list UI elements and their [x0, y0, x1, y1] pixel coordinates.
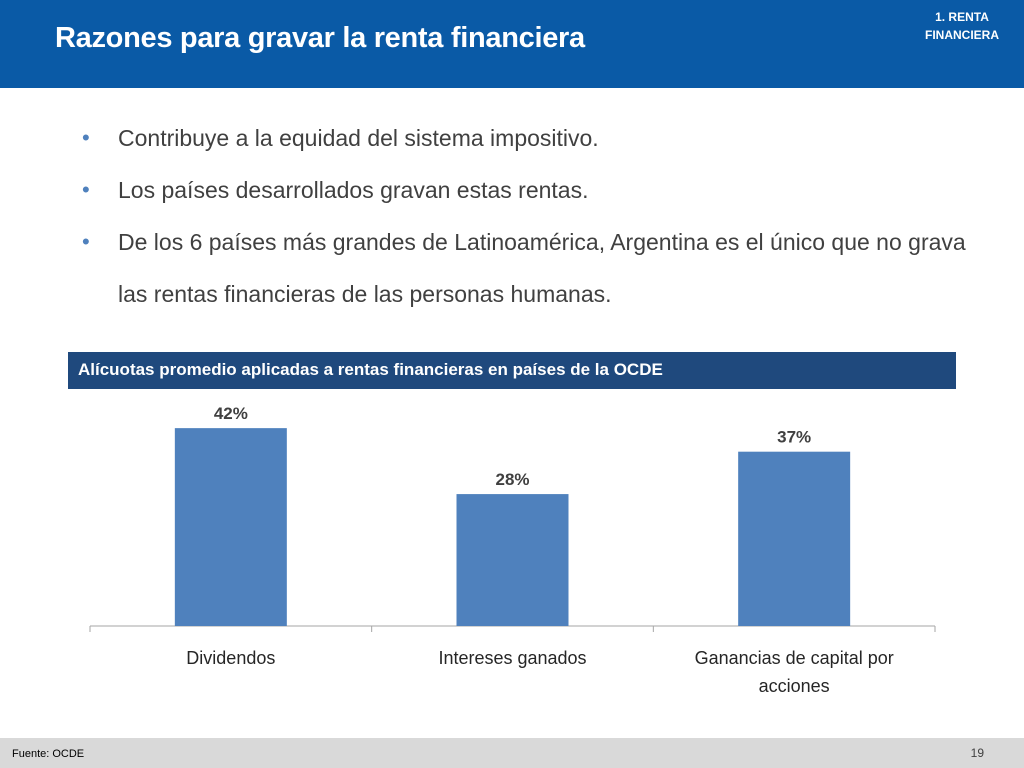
chart-title: Alícuotas promedio aplicadas a rentas fi…	[78, 360, 663, 379]
data-label: 28%	[495, 470, 529, 489]
data-label: 37%	[777, 428, 811, 447]
bullet-item: • De los 6 países más grandes de Latinoam…	[78, 216, 978, 320]
bullet-item: • Los países desarrollados gravan estas r…	[78, 164, 978, 216]
slide-title: Razones para gravar la renta financiera	[55, 22, 585, 54]
section-tag: 1. RENTA FINANCIERA	[925, 10, 999, 42]
bullet-item: • Contribuye a la equidad del sistema imp…	[78, 112, 978, 164]
bullet-text: Los países desarrollados gravan estas re…	[118, 177, 589, 203]
bullet-list: • Contribuye a la equidad del sistema imp…	[78, 112, 978, 320]
page-number: 19	[970, 746, 984, 760]
slide-header: Razones para gravar la renta financiera …	[0, 0, 1024, 88]
bullet-icon: •	[82, 177, 90, 202]
category-label: Intereses ganados	[438, 648, 586, 668]
bar	[456, 494, 569, 626]
slide-footer: Fuente: OCDE 19	[0, 738, 1024, 768]
bar	[738, 451, 851, 626]
source-note: Fuente: OCDE	[12, 748, 85, 760]
chart-title-banner: Alícuotas promedio aplicadas a rentas fi…	[68, 352, 956, 389]
bullet-icon: •	[82, 229, 90, 254]
bullet-icon: •	[82, 125, 90, 150]
bar	[174, 428, 287, 626]
data-label: 42%	[214, 404, 248, 423]
category-label: Ganancias de capital por acciones	[695, 648, 894, 696]
bullet-text: De los 6 países más grandes de Latinoamé…	[118, 229, 966, 307]
bullet-text: Contribuye a la equidad del sistema impo…	[118, 125, 599, 151]
bar-chart: 42% Dividendos 28% Intereses ganados 37% Gana…	[89, 404, 936, 696]
category-label: Dividendos	[186, 648, 275, 668]
